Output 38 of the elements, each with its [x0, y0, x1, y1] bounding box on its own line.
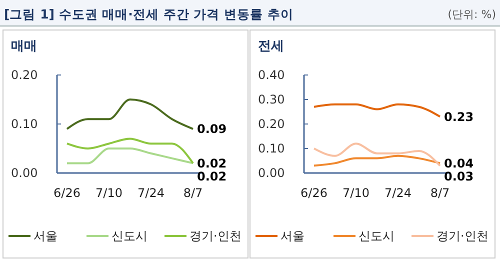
y-tick-label: 0.30: [258, 92, 285, 107]
x-tick-label: 7/10: [96, 186, 122, 200]
legend-label: 신도시: [112, 229, 148, 244]
data-label: 0.23: [444, 110, 474, 124]
data-label: 0.09: [197, 122, 227, 136]
x-tick-label: 6/26: [54, 186, 80, 200]
data-label: 0.03: [444, 169, 474, 184]
x-tick-label: 6/26: [300, 186, 328, 200]
data-label: 0.04: [444, 156, 474, 170]
x-tick-label: 7/24: [384, 186, 412, 200]
chart-title: 전세: [258, 39, 284, 54]
y-tick-label: 0.20: [258, 117, 285, 132]
line-series: [66, 138, 194, 164]
x-tick-label: 8/7: [430, 186, 450, 200]
legend-label: 경기·인천: [436, 229, 488, 244]
y-tick-label: 0.00: [258, 166, 285, 180]
data-label: 0.02: [197, 156, 227, 170]
x-tick-label: 7/24: [138, 186, 164, 200]
y-tick-label: 0.20: [11, 68, 38, 82]
chart-title: 매매: [11, 39, 37, 54]
y-tick-label: 0.10: [258, 142, 285, 156]
line-series: [313, 154, 441, 167]
text: [그림 1] 수도권 매매·전세 주간 가격 변동률 추이: [4, 6, 294, 22]
y-tick-label: 0.40: [258, 68, 285, 82]
line-series: [66, 98, 194, 130]
line-series: [313, 142, 441, 167]
legend-label: 서울: [280, 229, 304, 244]
line-series: [66, 148, 194, 164]
y-tick-label: 0.10: [11, 117, 38, 132]
legend-label: 신도시: [358, 229, 394, 244]
y-tick-label: 0.00: [11, 166, 38, 180]
data-label: 0.02: [197, 169, 227, 184]
legend-label: 경기·인천: [190, 229, 242, 244]
text: (단위: %): [448, 8, 496, 21]
x-tick-label: 7/10: [342, 186, 370, 200]
line-series: [313, 103, 441, 118]
x-tick-label: 8/7: [183, 186, 203, 200]
legend-label: 서울: [34, 229, 58, 244]
